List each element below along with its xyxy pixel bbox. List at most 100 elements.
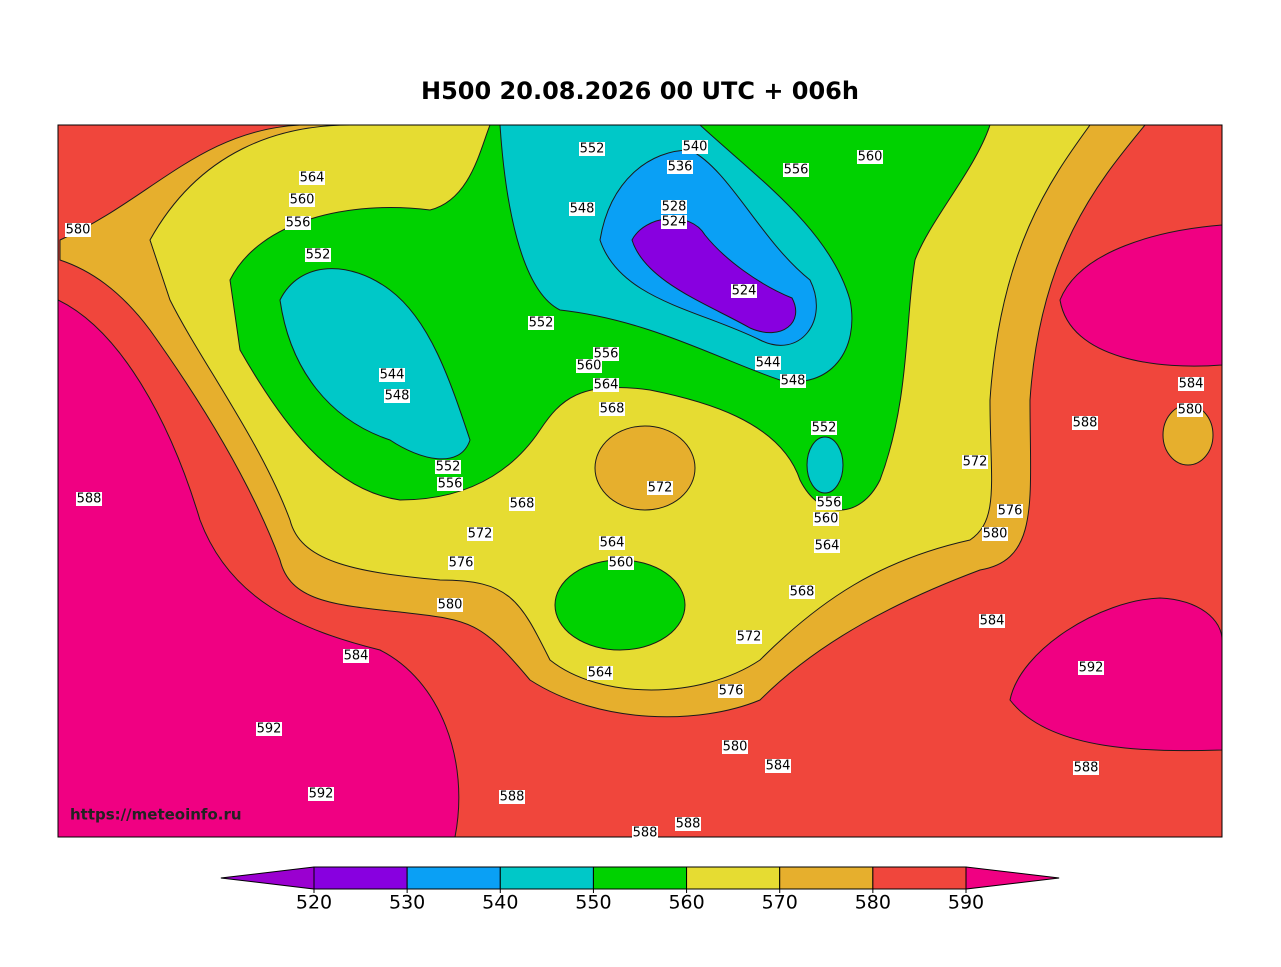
contour-label: 584 bbox=[344, 649, 369, 664]
contour-label: 588 bbox=[77, 492, 102, 507]
colorbar-tick-label: 520 bbox=[296, 892, 332, 914]
label-box bbox=[789, 585, 815, 599]
label-box bbox=[816, 496, 842, 510]
contour-label: 552 bbox=[812, 421, 837, 436]
label-box bbox=[579, 142, 605, 156]
contour-label: 564 bbox=[815, 539, 840, 554]
contour-label: 560 bbox=[858, 150, 883, 165]
contour-label: 548 bbox=[781, 374, 806, 389]
contour-label: 544 bbox=[380, 368, 405, 383]
colorbar-extend bbox=[965, 866, 1060, 890]
area-540-550 bbox=[279, 268, 471, 460]
contour-label: 576 bbox=[998, 504, 1023, 519]
label-box bbox=[667, 160, 693, 174]
colorbar-tick-label: 560 bbox=[668, 892, 704, 914]
label-box bbox=[718, 684, 744, 698]
field bbox=[58, 125, 1222, 837]
contour-label: 552 bbox=[436, 460, 461, 475]
label-box bbox=[811, 421, 837, 435]
contour-label: 584 bbox=[1179, 377, 1204, 392]
label-box bbox=[509, 497, 535, 511]
contour-label: 580 bbox=[438, 598, 463, 613]
high-area bbox=[1059, 224, 1222, 367]
contour-label: 588 bbox=[1074, 761, 1099, 776]
contour-label: 588 bbox=[500, 790, 525, 805]
label-box bbox=[499, 790, 525, 804]
watermark: https://meteoinfo.ru bbox=[70, 806, 242, 824]
contour-label: 588 bbox=[676, 817, 701, 832]
label-box bbox=[467, 527, 493, 541]
label-box bbox=[437, 598, 463, 612]
label-box bbox=[587, 666, 613, 680]
label-box bbox=[722, 740, 748, 754]
contour-label: 572 bbox=[648, 481, 673, 496]
contour-label: 564 bbox=[594, 378, 619, 393]
contour-label: 576 bbox=[719, 684, 744, 699]
contour-label: 560 bbox=[577, 359, 602, 374]
contour-label: 556 bbox=[817, 496, 842, 511]
label-box bbox=[593, 378, 619, 392]
contour-label: 572 bbox=[963, 455, 988, 470]
contour-label: 568 bbox=[510, 497, 535, 512]
high-area bbox=[58, 299, 460, 837]
contour-label: 556 bbox=[438, 477, 463, 492]
colorbar-segment bbox=[499, 866, 594, 890]
area-540-550 bbox=[806, 436, 844, 494]
contour-label: 580 bbox=[1178, 403, 1203, 418]
label-box bbox=[576, 359, 602, 373]
label-box bbox=[76, 492, 102, 506]
contour-label: 580 bbox=[66, 223, 91, 238]
colorbar-tick-label: 590 bbox=[948, 892, 984, 914]
colorbar-tick-label: 550 bbox=[575, 892, 611, 914]
colorbar-tick-label: 580 bbox=[855, 892, 891, 914]
label-box bbox=[632, 826, 658, 840]
label-box bbox=[979, 614, 1005, 628]
contour-label: 568 bbox=[790, 585, 815, 600]
label-box bbox=[305, 248, 331, 262]
contour-label: 564 bbox=[588, 666, 613, 681]
contour-label: 592 bbox=[309, 787, 334, 802]
label-box bbox=[285, 216, 311, 230]
contour-label: 588 bbox=[1073, 416, 1098, 431]
label-box bbox=[435, 460, 461, 474]
contour-label: 548 bbox=[385, 389, 410, 404]
contour-label: 540 bbox=[683, 140, 708, 155]
contour-label: 568 bbox=[600, 402, 625, 417]
title: H500 20.08.2026 00 UTC + 006h bbox=[421, 77, 859, 105]
label-box bbox=[289, 193, 315, 207]
label-box bbox=[384, 389, 410, 403]
label-box bbox=[997, 504, 1023, 518]
label-box bbox=[1072, 416, 1098, 430]
label-box bbox=[1177, 403, 1203, 417]
colorbar-segment bbox=[686, 866, 781, 890]
contour-label: 528 bbox=[662, 200, 687, 215]
label-box bbox=[308, 787, 334, 801]
contour-label: 552 bbox=[580, 142, 605, 157]
contour-label: 552 bbox=[529, 316, 554, 331]
label-box bbox=[765, 759, 791, 773]
colorbar-tick-label: 570 bbox=[762, 892, 798, 914]
label-box bbox=[783, 163, 809, 177]
label-box bbox=[608, 556, 634, 570]
label-box bbox=[813, 512, 839, 526]
contour-label: 560 bbox=[814, 512, 839, 527]
label-box bbox=[962, 455, 988, 469]
label-box bbox=[736, 630, 762, 644]
contour-label: 560 bbox=[290, 193, 315, 208]
label-box bbox=[780, 374, 806, 388]
label-box bbox=[379, 368, 405, 382]
contour-label: 556 bbox=[594, 347, 619, 362]
contour-label: 524 bbox=[732, 284, 757, 299]
colorbar-tick-label: 540 bbox=[482, 892, 518, 914]
contour-label: 564 bbox=[600, 536, 625, 551]
colorbar-segment bbox=[313, 866, 408, 890]
label-box bbox=[982, 527, 1008, 541]
contour-label: 592 bbox=[257, 722, 282, 737]
label-box bbox=[647, 481, 673, 495]
label-box bbox=[599, 536, 625, 550]
contour-label: 588 bbox=[633, 826, 658, 841]
contour-label: 564 bbox=[300, 171, 325, 186]
contour-label: 572 bbox=[737, 630, 762, 645]
